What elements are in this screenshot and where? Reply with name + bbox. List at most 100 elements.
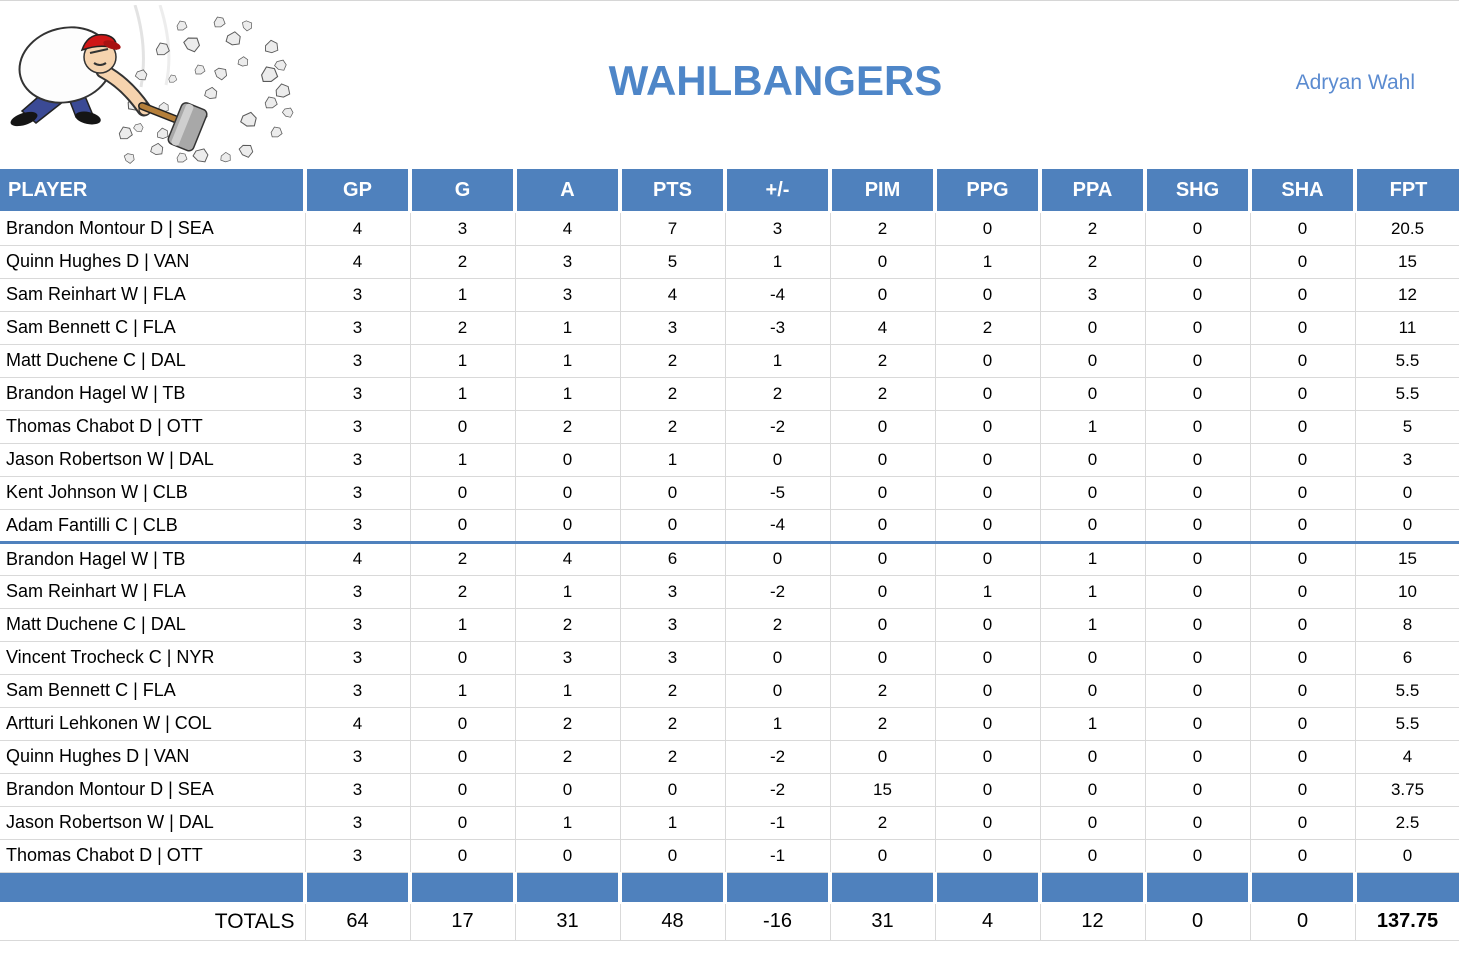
cell-ppa: 0 [1039, 739, 1146, 774]
cell-g: 0 [409, 706, 516, 741]
player-cell: Brandon Hagel W | TB [0, 541, 306, 576]
table-row: Matt Duchene C | DAL 3 1 1 2 1 2 0 0 0 0 5.5 [0, 343, 1459, 378]
cell-a: 2 [514, 607, 621, 642]
total-ppa: 12 [1039, 903, 1146, 941]
cell-gp: 3 [304, 772, 411, 807]
cell-ppg: 0 [934, 706, 1041, 741]
table-row: Brandon Hagel W | TB 4 2 4 6 0 0 0 1 0 0 15 [0, 541, 1459, 576]
player-cell: Sam Reinhart W | FLA [0, 574, 306, 609]
player-cell: Thomas Chabot D | OTT [0, 838, 306, 873]
cell-shg: 0 [1144, 508, 1251, 544]
cell-a: 0 [514, 442, 621, 477]
total-a: 31 [514, 903, 621, 941]
table-row: Vincent Trocheck C | NYR 3 0 3 3 0 0 0 0 0 0 6 [0, 640, 1459, 675]
cell-pim: 2 [829, 805, 936, 840]
cell-ppa: 1 [1039, 574, 1146, 609]
totals-row: TOTALS 64 17 31 48 -16 31 4 12 0 0 137.75 [0, 903, 1459, 941]
cell-gp: 4 [304, 706, 411, 741]
total-pim: 31 [829, 903, 936, 941]
total-shg: 0 [1144, 903, 1251, 941]
cell-a: 1 [514, 376, 621, 411]
player-cell: Brandon Hagel W | TB [0, 376, 306, 411]
player-cell: Vincent Trocheck C | NYR [0, 640, 306, 675]
cell-plus-minus: 2 [724, 376, 831, 411]
cell-plus-minus: -2 [724, 739, 831, 774]
cell-pim: 2 [829, 706, 936, 741]
cell-ppg: 0 [934, 475, 1041, 510]
total-ppg: 4 [934, 903, 1041, 941]
total-pts: 48 [619, 903, 726, 941]
spacer-cell [830, 872, 937, 904]
cell-pts: 2 [619, 343, 726, 378]
cell-ppa: 0 [1039, 343, 1146, 378]
cell-pts: 2 [619, 409, 726, 444]
cell-shg: 0 [1144, 739, 1251, 774]
cell-fpt: 3.75 [1354, 772, 1459, 807]
cell-gp: 3 [304, 838, 411, 873]
cell-ppa: 1 [1039, 541, 1146, 576]
cell-a: 2 [514, 706, 621, 741]
column-header-pim: PIM [830, 169, 937, 213]
cell-gp: 3 [304, 343, 411, 378]
team-logo-rock-smasher-icon [10, 5, 296, 166]
cell-pts: 1 [619, 442, 726, 477]
table-row: Sam Reinhart W | FLA 3 2 1 3 -2 0 1 1 0 0 10 [0, 574, 1459, 609]
cell-sha: 0 [1249, 343, 1356, 378]
cell-gp: 3 [304, 475, 411, 510]
cell-pim: 0 [829, 607, 936, 642]
cell-fpt: 10 [1354, 574, 1459, 609]
cell-gp: 4 [304, 211, 411, 246]
cell-sha: 0 [1249, 574, 1356, 609]
cell-ppg: 0 [934, 673, 1041, 708]
cell-ppg: 0 [934, 607, 1041, 642]
cell-pim: 0 [829, 640, 936, 675]
cell-a: 1 [514, 574, 621, 609]
cell-fpt: 0 [1354, 838, 1459, 873]
cell-g: 1 [409, 673, 516, 708]
cell-ppg: 0 [934, 739, 1041, 774]
cell-shg: 0 [1144, 706, 1251, 741]
player-cell: Sam Reinhart W | FLA [0, 277, 306, 312]
cell-shg: 0 [1144, 541, 1251, 576]
cell-sha: 0 [1249, 541, 1356, 576]
cell-ppg: 2 [934, 310, 1041, 345]
cell-pts: 4 [619, 277, 726, 312]
player-cell: Adam Fantilli C | CLB [0, 508, 306, 544]
cell-ppg: 0 [934, 442, 1041, 477]
cell-sha: 0 [1249, 376, 1356, 411]
spacer-cell [1250, 872, 1357, 904]
cell-fpt: 5.5 [1354, 343, 1459, 378]
column-header-a: A [515, 169, 622, 213]
cell-shg: 0 [1144, 244, 1251, 279]
total-fpt: 137.75 [1354, 903, 1459, 941]
cell-a: 3 [514, 277, 621, 312]
cell-a: 4 [514, 541, 621, 576]
cell-sha: 0 [1249, 277, 1356, 312]
cell-ppa: 3 [1039, 277, 1146, 312]
cell-shg: 0 [1144, 277, 1251, 312]
cell-ppg: 0 [934, 409, 1041, 444]
cell-pts: 2 [619, 739, 726, 774]
cartoon-man [10, 26, 152, 127]
table-row: Thomas Chabot D | OTT 3 0 0 0 -1 0 0 0 0 0 0 [0, 838, 1459, 873]
cell-plus-minus: 0 [724, 541, 831, 576]
cell-pts: 1 [619, 805, 726, 840]
table-row: Brandon Montour D | SEA 4 3 4 7 3 2 0 2 0 0 20.5 [0, 211, 1459, 246]
cell-pim: 2 [829, 376, 936, 411]
cell-shg: 0 [1144, 376, 1251, 411]
cell-ppa: 1 [1039, 607, 1146, 642]
table-row: Jason Robertson W | DAL 3 0 1 1 -1 2 0 0 0 0 2.5 [0, 805, 1459, 840]
cell-g: 2 [409, 310, 516, 345]
cell-pts: 6 [619, 541, 726, 576]
cell-ppa: 0 [1039, 838, 1146, 873]
spacer-cell [725, 872, 832, 904]
table-row: Quinn Hughes D | VAN 3 0 2 2 -2 0 0 0 0 0 4 [0, 739, 1459, 774]
cell-sha: 0 [1249, 805, 1356, 840]
cell-pts: 0 [619, 508, 726, 544]
cell-ppg: 0 [934, 508, 1041, 544]
cell-fpt: 11 [1354, 310, 1459, 345]
cell-gp: 4 [304, 541, 411, 576]
player-cell: Brandon Montour D | SEA [0, 772, 306, 807]
cell-sha: 0 [1249, 640, 1356, 675]
